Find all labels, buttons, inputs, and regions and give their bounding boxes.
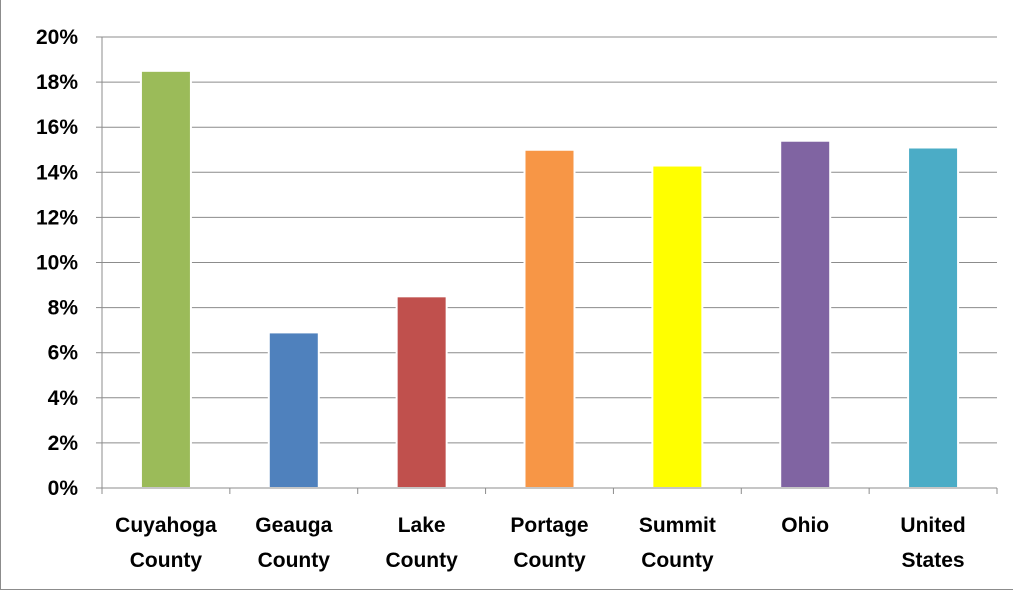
y-tick-label: 14% xyxy=(36,161,78,184)
bar[interactable] xyxy=(651,164,704,489)
x-category-label: Cuyahoga County xyxy=(115,514,217,572)
x-category-label-line: Summit xyxy=(639,514,716,537)
x-category-label: Portage County xyxy=(510,514,588,572)
bar[interactable] xyxy=(139,69,192,489)
x-category-label-line: County xyxy=(641,549,714,572)
bar[interactable] xyxy=(779,139,832,489)
x-category-label-line: Ohio xyxy=(781,514,829,537)
y-tick-label: 4% xyxy=(48,387,79,410)
x-category-label: Geauga County xyxy=(255,514,332,572)
y-tick-label: 18% xyxy=(36,71,78,94)
bar[interactable] xyxy=(267,331,320,489)
y-tick-label: 6% xyxy=(48,342,79,365)
bar[interactable] xyxy=(395,295,448,490)
x-category-label-line: United xyxy=(900,514,965,537)
x-category-label: United States xyxy=(900,514,965,572)
x-category-label: Summit County xyxy=(639,514,716,572)
y-tick-label: 12% xyxy=(36,206,78,229)
y-tick-label: 16% xyxy=(36,116,78,139)
y-tick-label: 2% xyxy=(48,432,79,455)
bar[interactable] xyxy=(907,146,960,489)
x-category-label-line: Geauga xyxy=(255,514,332,537)
y-tick-label: 20% xyxy=(36,26,78,49)
x-category-label-line: States xyxy=(902,549,965,572)
x-category-label-line: Lake xyxy=(398,514,446,537)
x-category-label-line: Portage xyxy=(510,514,588,537)
x-category-label-line: County xyxy=(385,549,458,572)
x-category-label: Ohio xyxy=(781,514,829,537)
y-tick-label: 0% xyxy=(48,477,79,500)
x-category-label-line: County xyxy=(130,549,203,572)
x-category-label: Lake County xyxy=(385,514,458,572)
x-category-label-line: County xyxy=(513,549,586,572)
x-category-label-line: Cuyahoga xyxy=(115,514,217,537)
y-tick-label: 8% xyxy=(48,297,79,320)
y-tick-label: 10% xyxy=(36,252,78,275)
x-category-label-line: County xyxy=(258,549,331,572)
bar[interactable] xyxy=(523,148,576,489)
